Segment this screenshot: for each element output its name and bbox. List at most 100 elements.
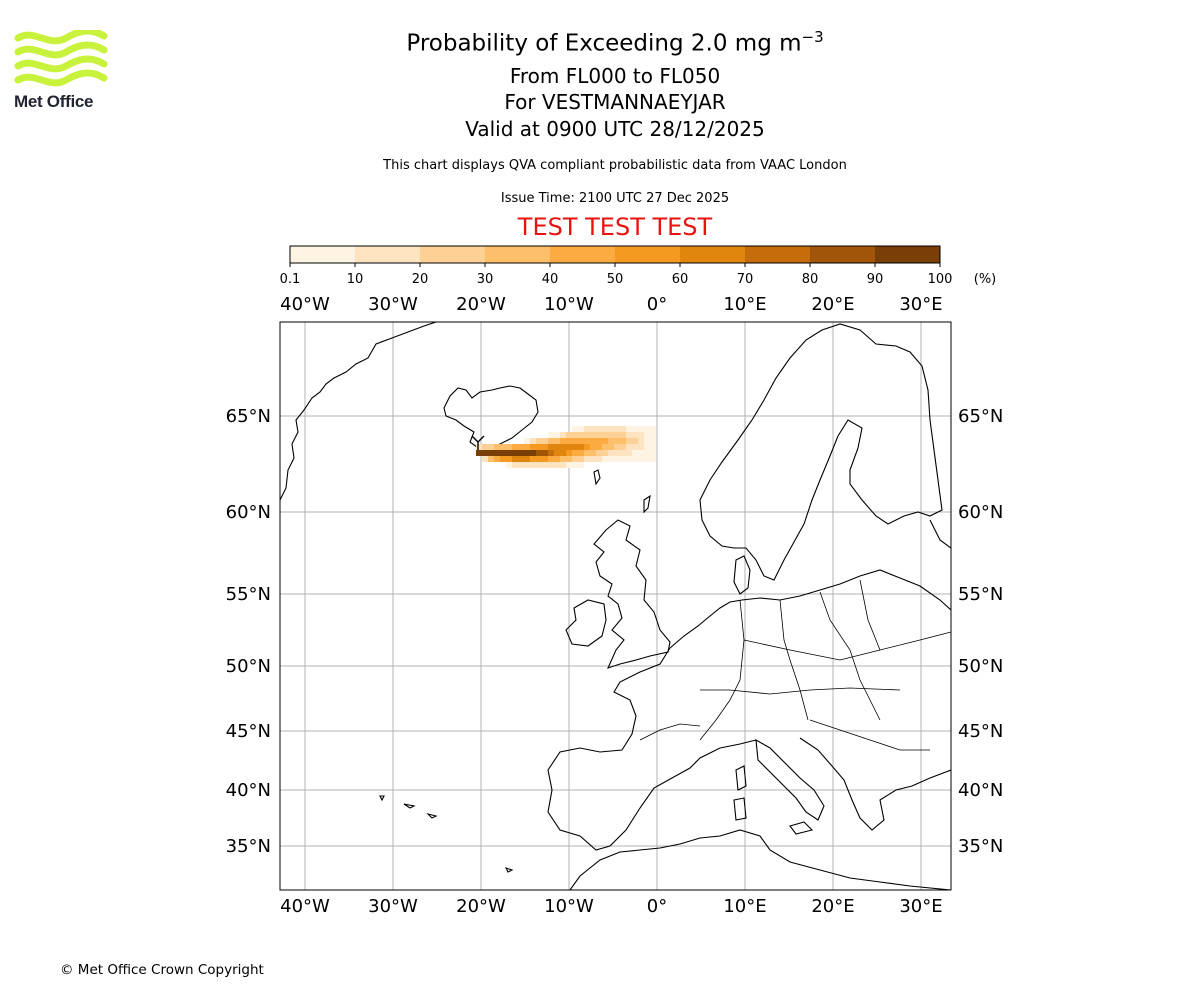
lon-label: 0° xyxy=(647,294,667,315)
ash-cell xyxy=(524,450,530,456)
colorbar-segment xyxy=(875,246,941,263)
ash-cell xyxy=(632,426,638,432)
ash-cell xyxy=(572,450,578,456)
colorbar-segment xyxy=(615,246,681,263)
ash-cell xyxy=(554,438,560,444)
ash-cell xyxy=(596,450,602,456)
ash-cell xyxy=(626,432,632,438)
ash-cell xyxy=(554,456,560,462)
ash-cell xyxy=(590,432,596,438)
ash-cell xyxy=(566,456,572,462)
ash-cell xyxy=(620,444,626,450)
ash-cell xyxy=(500,456,506,462)
ash-cell xyxy=(518,456,524,462)
ash-cell xyxy=(572,444,578,450)
location-title: For VESTMANNAEYJAR xyxy=(504,90,726,114)
ash-cell xyxy=(620,426,626,432)
colorbar-tick-label: 100 xyxy=(928,272,953,287)
ash-cell xyxy=(608,450,614,456)
ash-cell xyxy=(554,450,560,456)
italy-coast xyxy=(755,738,825,821)
colorbar-tick-label: 50 xyxy=(607,272,624,287)
ash-cell xyxy=(650,432,656,438)
ash-cell xyxy=(560,438,566,444)
ash-cell xyxy=(548,444,554,450)
ash-cell xyxy=(566,432,572,438)
ash-cell xyxy=(614,432,620,438)
ash-cell xyxy=(638,426,644,432)
ash-cell xyxy=(608,444,614,450)
latitude-labels-right: 65°N 60°N 55°N 50°N 45°N 40°N 35°N xyxy=(958,406,1003,857)
lat-label: 45°N xyxy=(958,721,1003,742)
colorbar-tick-label: 80 xyxy=(802,272,819,287)
ash-cell xyxy=(512,462,518,468)
lat-label: 35°N xyxy=(958,836,1003,857)
latitude-labels-left: 65°N 60°N 55°N 50°N 45°N 40°N 35°N xyxy=(226,406,271,857)
ash-cell xyxy=(488,456,494,462)
ash-cell xyxy=(632,432,638,438)
ash-cell xyxy=(644,450,650,456)
ash-cell xyxy=(578,450,584,456)
ash-cell xyxy=(536,444,542,450)
ash-cell xyxy=(590,456,596,462)
colorbar-segment xyxy=(680,246,746,263)
longitude-labels-top: 40°W 30°W 20°W 10°W 0° 10°E 20°E 30°E xyxy=(280,294,942,315)
ash-cell xyxy=(542,444,548,450)
ash-cell xyxy=(650,450,656,456)
ash-cell xyxy=(608,456,614,462)
colorbar-tick-label: 0.1 xyxy=(280,272,301,287)
ash-cell xyxy=(566,450,572,456)
great-britain-coast xyxy=(593,519,671,669)
ash-cell xyxy=(542,462,548,468)
ash-cell xyxy=(584,456,590,462)
colorbar-tick-label: 20 xyxy=(412,272,429,287)
lat-label: 45°N xyxy=(226,721,271,742)
ash-cell xyxy=(530,438,536,444)
lon-label: 30°W xyxy=(368,896,418,917)
faroe-islands xyxy=(593,469,601,486)
ash-cell xyxy=(482,456,488,462)
colorbar-tick-label: 60 xyxy=(672,272,689,287)
lon-label: 20°E xyxy=(811,896,854,917)
colorbar-tick-label: 10 xyxy=(347,272,364,287)
ash-cell xyxy=(578,462,584,468)
france-iberia-coast xyxy=(547,647,757,851)
ash-cell xyxy=(578,432,584,438)
colorbar-segment xyxy=(485,246,551,263)
ash-cell xyxy=(602,426,608,432)
ash-cell xyxy=(584,432,590,438)
volcano-marker xyxy=(471,435,485,450)
ash-cell xyxy=(548,432,554,438)
ash-cell xyxy=(524,438,530,444)
ash-cell xyxy=(506,444,512,450)
ash-cell xyxy=(626,456,632,462)
ash-cell xyxy=(596,432,602,438)
ash-cell xyxy=(626,450,632,456)
ash-cell xyxy=(650,438,656,444)
issue-time: Issue Time: 2100 UTC 27 Dec 2025 xyxy=(500,191,730,206)
lon-label: 40°W xyxy=(280,294,330,315)
ash-cell xyxy=(608,438,614,444)
ash-cell xyxy=(530,456,536,462)
ash-cell xyxy=(578,444,584,450)
ash-cell xyxy=(638,456,644,462)
ash-cell xyxy=(488,444,494,450)
ash-cell xyxy=(578,426,584,432)
lon-label: 30°E xyxy=(899,294,942,315)
ash-cell xyxy=(566,438,572,444)
ash-cell xyxy=(626,444,632,450)
valid-time: Valid at 0900 UTC 28/12/2025 xyxy=(465,117,765,141)
ash-cell xyxy=(500,450,506,456)
colorbar-segment xyxy=(550,246,616,263)
ash-cell xyxy=(572,432,578,438)
ash-cell xyxy=(548,438,554,444)
ash-cell xyxy=(596,444,602,450)
ash-cell xyxy=(584,444,590,450)
chart-title: Probability of Exceeding 2.0 mg m−3 xyxy=(406,28,824,57)
ash-cell xyxy=(632,438,638,444)
chart-description: This chart displays QVA compliant probab… xyxy=(383,158,847,173)
balkans-coast xyxy=(799,737,951,831)
ash-cell xyxy=(620,456,626,462)
longitude-labels-bottom: 40°W 30°W 20°W 10°W 0° 10°E 20°E 30°E xyxy=(280,896,942,917)
lon-label: 20°W xyxy=(456,294,506,315)
